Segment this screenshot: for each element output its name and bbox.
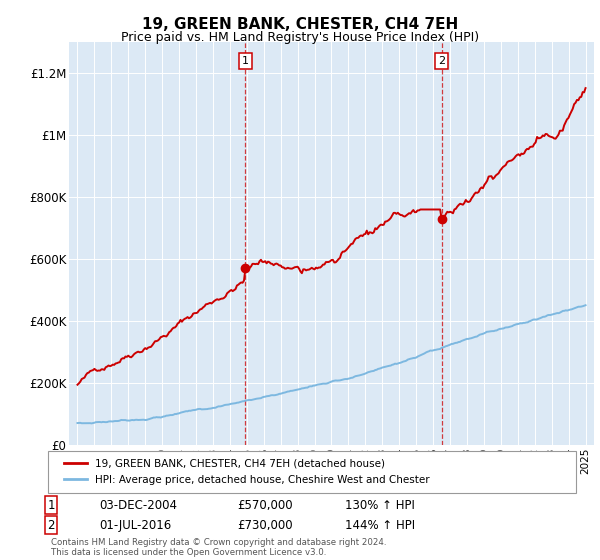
Text: 01-JUL-2016: 01-JUL-2016 xyxy=(99,519,171,532)
Text: 1: 1 xyxy=(47,498,55,512)
Text: Contains HM Land Registry data © Crown copyright and database right 2024.
This d: Contains HM Land Registry data © Crown c… xyxy=(51,538,386,557)
Text: Price paid vs. HM Land Registry's House Price Index (HPI): Price paid vs. HM Land Registry's House … xyxy=(121,31,479,44)
Text: 1: 1 xyxy=(242,56,249,66)
Legend: 19, GREEN BANK, CHESTER, CH4 7EH (detached house), HPI: Average price, detached : 19, GREEN BANK, CHESTER, CH4 7EH (detach… xyxy=(58,453,435,491)
Text: 2: 2 xyxy=(47,519,55,532)
Text: 144% ↑ HPI: 144% ↑ HPI xyxy=(345,519,415,532)
Text: 130% ↑ HPI: 130% ↑ HPI xyxy=(345,498,415,512)
Text: 03-DEC-2004: 03-DEC-2004 xyxy=(99,498,177,512)
Text: £570,000: £570,000 xyxy=(237,498,293,512)
Text: £730,000: £730,000 xyxy=(237,519,293,532)
Text: 2: 2 xyxy=(438,56,445,66)
Text: 19, GREEN BANK, CHESTER, CH4 7EH: 19, GREEN BANK, CHESTER, CH4 7EH xyxy=(142,17,458,32)
